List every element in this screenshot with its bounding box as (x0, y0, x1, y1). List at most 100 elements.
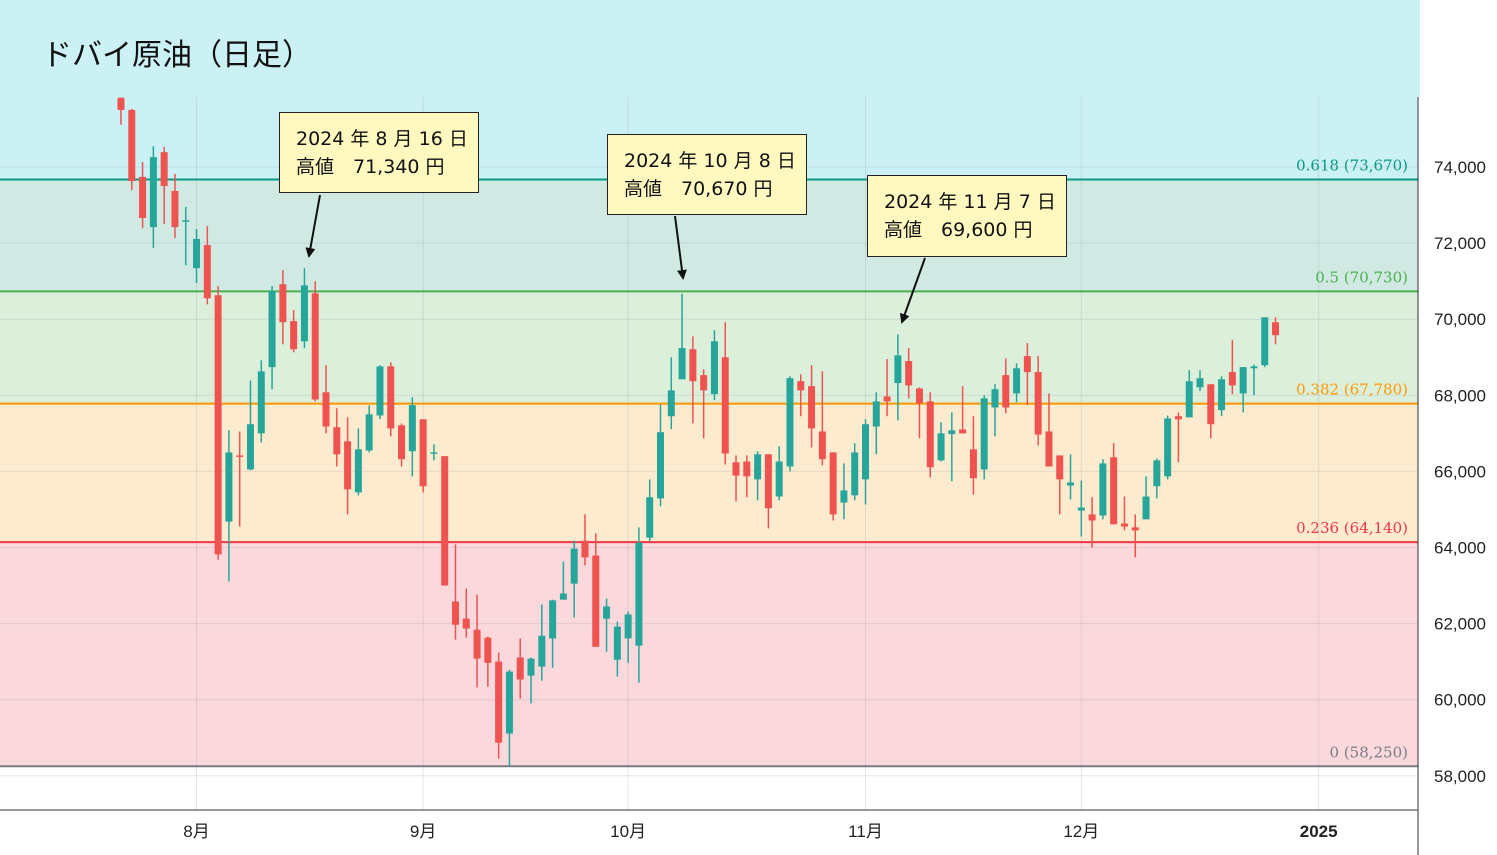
candle (948, 412, 956, 482)
candle-body-down (969, 449, 977, 479)
candle (603, 598, 611, 652)
y-tick-label: 70,000 (1434, 310, 1486, 329)
candle (236, 431, 244, 527)
annotation-date: 2024 年 11 月 7 日 (884, 191, 1056, 213)
candle-body-up (775, 461, 783, 497)
annotation-nov-7: 2024 年 11 月 7 日 高値 69,600 円 (867, 175, 1067, 257)
candle (538, 604, 546, 681)
candle-body-up (257, 371, 265, 434)
candle-body-down (797, 381, 805, 391)
candle (441, 456, 449, 586)
candle-body-up (667, 390, 675, 417)
candle (505, 669, 513, 767)
candle (171, 173, 179, 239)
candle (495, 652, 503, 759)
candle (1272, 317, 1280, 345)
candle-body-down (829, 452, 837, 515)
candle-body-up (1067, 482, 1075, 486)
candle (592, 533, 600, 647)
candle-body-down (311, 293, 319, 400)
candle (959, 386, 967, 434)
candle (290, 310, 298, 353)
candle (387, 362, 395, 437)
candle (1120, 496, 1128, 531)
candle (1250, 364, 1258, 396)
annotation-arrow (674, 215, 687, 280)
candle-body-up (505, 671, 513, 734)
candle-body-up (365, 414, 373, 451)
candle (570, 540, 578, 618)
candle-body-up (1218, 379, 1226, 411)
candle-body-up (991, 389, 999, 408)
candle-body-down (1110, 457, 1118, 525)
x-tick-label: 8月 (183, 822, 209, 841)
candle (1218, 376, 1226, 417)
candle-body-down (1045, 431, 1053, 467)
candle (710, 330, 718, 401)
candle-body-down (279, 284, 287, 323)
candle-body-up (754, 454, 762, 480)
candle-body-down (484, 637, 492, 663)
fib-label: 0.236 (64,140) (1296, 519, 1408, 537)
y-tick-label: 60,000 (1434, 691, 1486, 710)
candle (635, 527, 643, 683)
x-tick-label: 11月 (848, 822, 883, 841)
candle (430, 444, 438, 461)
candle-body-down (344, 441, 352, 490)
candle-body-down (592, 555, 600, 647)
candle (969, 416, 977, 495)
candle-body-down (387, 366, 395, 429)
candle-body-up (559, 593, 567, 600)
candle-body-down (581, 540, 589, 558)
candle (1142, 476, 1150, 520)
candle (883, 359, 891, 417)
candle-body-down (808, 386, 816, 429)
candle (1045, 393, 1053, 467)
candle (193, 229, 201, 284)
candle-body-down (441, 456, 449, 586)
fib-band-4 (0, 542, 1418, 767)
candle (1153, 458, 1161, 499)
candle-body-up (1013, 368, 1021, 394)
candle-body-down (1088, 514, 1096, 521)
candle (1174, 412, 1182, 463)
candle-body-up (193, 238, 201, 269)
annotation-arrow (305, 194, 321, 258)
candle (451, 544, 459, 640)
candle-body-up (603, 606, 611, 619)
candle (829, 452, 837, 521)
candle (376, 365, 384, 420)
candle (559, 561, 567, 600)
candle (322, 365, 330, 434)
candle (225, 430, 233, 582)
candle-body-down (1207, 384, 1215, 425)
candle (1207, 384, 1215, 439)
candle (700, 369, 708, 439)
candle-body-up (710, 341, 718, 395)
annotation-date: 2024 年 10 月 8 日 (624, 150, 796, 172)
y-tick-label: 74,000 (1434, 158, 1486, 177)
candle (1261, 317, 1269, 368)
fib-label: 0.5 (70,730) (1315, 268, 1408, 286)
candle (646, 479, 654, 542)
candle-body-down (322, 392, 330, 427)
price-scale (1418, 0, 1497, 855)
candle-body-up (1077, 507, 1085, 511)
candle (894, 334, 902, 421)
candle-body-up (1250, 366, 1258, 369)
candle (786, 376, 794, 472)
candle-body-up (678, 348, 686, 380)
candle (182, 206, 190, 266)
y-tick-label: 66,000 (1434, 462, 1486, 481)
candle-body-up (872, 401, 880, 427)
candle (581, 514, 589, 566)
candle (398, 423, 406, 467)
candle (764, 454, 772, 529)
candle (257, 360, 265, 443)
candle (516, 638, 524, 699)
candle (872, 392, 880, 455)
candle-body-down (721, 357, 729, 454)
y-tick-label: 58,000 (1434, 767, 1486, 786)
candle-body-down (818, 431, 826, 460)
y-tick-label: 68,000 (1434, 386, 1486, 405)
